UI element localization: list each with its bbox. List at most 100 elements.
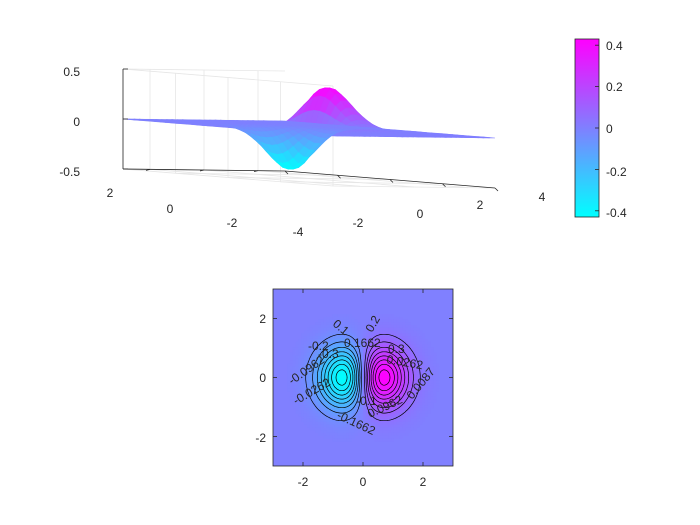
contour-cell [416,366,420,370]
contour-cell [416,344,420,348]
contour-cell [436,363,440,367]
contour-cell [309,405,313,409]
contour-cell [402,371,406,376]
contour-cell [318,427,322,431]
contour-cell [396,360,400,365]
contour-cell [427,347,431,351]
contour-cell [419,333,423,337]
contour-cell [419,385,423,389]
contour-cell [340,338,344,342]
contour-cell [422,418,426,423]
contour-cell [388,380,392,384]
contour-cell [382,383,386,387]
contour-cell [422,333,426,337]
contour-cell [329,380,333,384]
contour-cell [399,435,403,439]
contour-cell [371,435,375,439]
contour-cell [357,427,361,431]
contour-cell [419,369,423,373]
contour-cell [337,338,341,342]
contour-cell [408,430,412,434]
contour-cell [309,385,313,389]
contour-cell [326,341,330,345]
contour-cell [303,355,308,359]
contour-cell [351,430,355,434]
contour-cell [405,380,409,384]
contour-cell [419,407,423,412]
contour-cell [382,432,386,436]
contour-cell [326,430,330,434]
contour-cell [368,363,372,367]
contour-cell [357,407,361,412]
contour-cell [385,383,389,387]
contour-cell [413,385,417,389]
contour-cell [326,380,330,384]
contour-cell [382,327,386,331]
contour-cell [399,352,403,356]
contour-cell [315,363,319,367]
contour-cell [351,418,355,423]
contour-cell [334,416,339,420]
contour-cell [413,363,417,367]
contour-cell [377,316,381,320]
contour-cell [360,341,364,345]
contour-cell [379,363,384,367]
contour-cell [348,396,353,401]
contour-cell [329,405,333,409]
contour-cell [410,369,415,373]
contour-cell [298,349,302,354]
contour-cell [365,352,370,356]
contour-cell [433,377,437,381]
contour-cell [360,330,364,334]
contour-cell [303,421,308,425]
contour-cell [377,413,381,417]
contour-cell [396,369,400,373]
contour-cell [377,322,381,326]
contour-cell [377,383,381,387]
contour-cell [320,388,325,392]
contour-cell [320,396,325,401]
contour-cell [424,344,429,348]
contour-cell [289,374,294,378]
contour-cell [371,418,375,423]
contour-cell [332,416,336,420]
contour-cell [413,349,417,354]
contour-cell [348,363,353,367]
contour-cell [388,432,392,436]
contour-cell [343,360,347,365]
contour-cell [348,405,353,409]
contour-cell [329,341,333,345]
contour-cell [309,383,313,387]
contour-cell [382,399,386,403]
contour-cell [354,391,358,395]
contour-cell [334,388,339,392]
contour-cell [354,336,358,340]
contour-cell [405,319,409,323]
contour-cell [368,407,372,412]
contour-cell [340,391,344,395]
contour-cell [323,410,327,414]
contour-cell [371,405,375,409]
contour-cell [388,399,392,403]
contour-cell [413,327,417,331]
contour-cell [433,399,437,403]
contour-cell [315,366,319,370]
contour-cell [340,407,344,412]
contour-cell [320,355,325,359]
contour-cell [289,366,294,370]
contour-cell [329,410,333,414]
contour-cell [391,327,395,331]
contour-cell [377,394,381,398]
contour-cell [298,391,302,395]
x-tick-label: 2 [420,475,427,489]
contour-cell [326,396,330,401]
contour-cell [363,394,367,398]
contour-cell [385,380,389,384]
contour-cell [379,438,384,442]
contour-cell [332,438,336,442]
contour-cell [326,330,330,334]
contour-cell [430,399,434,403]
contour-cell [337,432,341,436]
contour-cell [408,399,412,403]
contour-cell [329,333,333,337]
